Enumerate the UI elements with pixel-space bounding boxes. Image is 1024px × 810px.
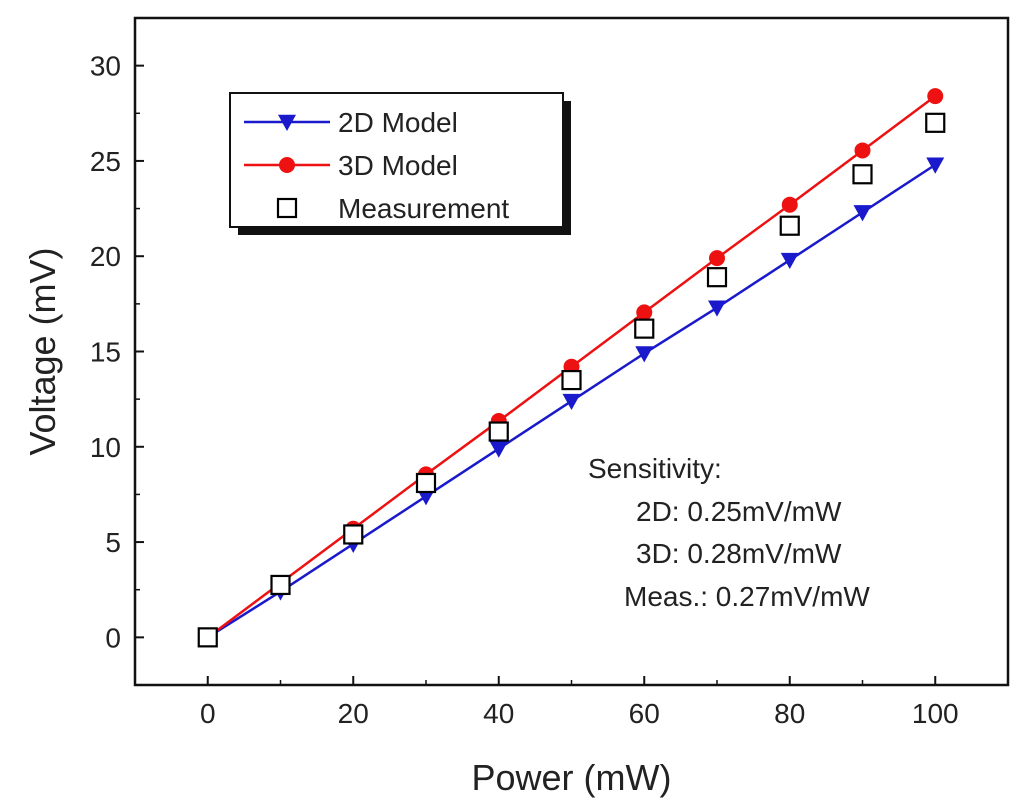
data-point-2d-model: [417, 489, 435, 506]
x-tick-label: 80: [774, 698, 805, 729]
y-tick-label: 20: [90, 241, 121, 272]
data-point-measurement: [415, 472, 437, 494]
data-point-2d-model: [489, 441, 508, 458]
series-layer: [197, 88, 946, 648]
data-point-2d-model: [780, 252, 799, 270]
annotation-line-2d: 2D: 0.25mV/mW: [636, 496, 842, 527]
data-point-measurement: [852, 164, 873, 185]
y-tick-label: 15: [90, 337, 121, 368]
data-point-2d-model: [708, 300, 726, 317]
data-point-measurement: [561, 369, 582, 391]
y-tick-label: 0: [105, 622, 121, 653]
y-tick-label: 5: [105, 527, 121, 558]
x-tick-label: 20: [338, 698, 369, 729]
annotation-heading: Sensitivity:: [588, 453, 722, 484]
legend: 2D Model 3D Model Measurement: [229, 92, 571, 235]
legend-label-3d-model: 3D Model: [338, 150, 458, 181]
annotation-line-3d: 3D: 0.28mV/mW: [636, 538, 842, 569]
sensitivity-annotation: Sensitivity: 2D: 0.25mV/mW 3D: 0.28mV/mW…: [588, 453, 870, 612]
data-point-2d-model: [926, 157, 945, 174]
data-point-measurement: [488, 421, 509, 442]
data-point-3d-model: [854, 142, 871, 159]
y-tick-label: 30: [90, 51, 121, 82]
data-point-2d-model: [853, 205, 872, 222]
x-axis-title: Power (mW): [472, 757, 672, 798]
y-axis-title: Voltage (mV): [22, 247, 63, 455]
data-point-measurement: [634, 318, 655, 339]
legend-label-measurement: Measurement: [338, 193, 509, 224]
x-tick-label: 60: [629, 698, 660, 729]
legend-marker-3d-model: [279, 157, 295, 173]
data-point-measurement: [197, 627, 218, 648]
legend-marker-measurement: [276, 197, 298, 219]
axis-ticks: 0 20 40 60 80 100 0 5 10 15 20 25 30: [90, 51, 959, 729]
data-point-measurement: [270, 574, 291, 596]
data-point-3d-model: [709, 250, 725, 267]
x-tick-label: 100: [912, 698, 959, 729]
data-point-measurement: [925, 112, 946, 133]
data-point-measurement: [706, 267, 728, 288]
annotation-line-meas: Meas.: 0.27mV/mW: [624, 581, 870, 612]
data-point-measurement: [779, 215, 800, 236]
data-point-3d-model: [781, 196, 798, 213]
x-tick-label: 0: [200, 698, 216, 729]
y-tick-label: 25: [90, 146, 121, 177]
y-tick-label: 10: [90, 432, 121, 463]
legend-label-2d-model: 2D Model: [338, 107, 458, 138]
data-point-measurement: [343, 524, 364, 545]
data-point-3d-model: [636, 304, 653, 321]
x-tick-label: 40: [483, 698, 514, 729]
legend-marker-2d-model: [278, 114, 296, 131]
data-point-3d-model: [927, 88, 944, 105]
data-point-2d-model: [635, 346, 654, 363]
series-measurement: [197, 112, 946, 648]
data-point-2d-model: [562, 393, 581, 411]
